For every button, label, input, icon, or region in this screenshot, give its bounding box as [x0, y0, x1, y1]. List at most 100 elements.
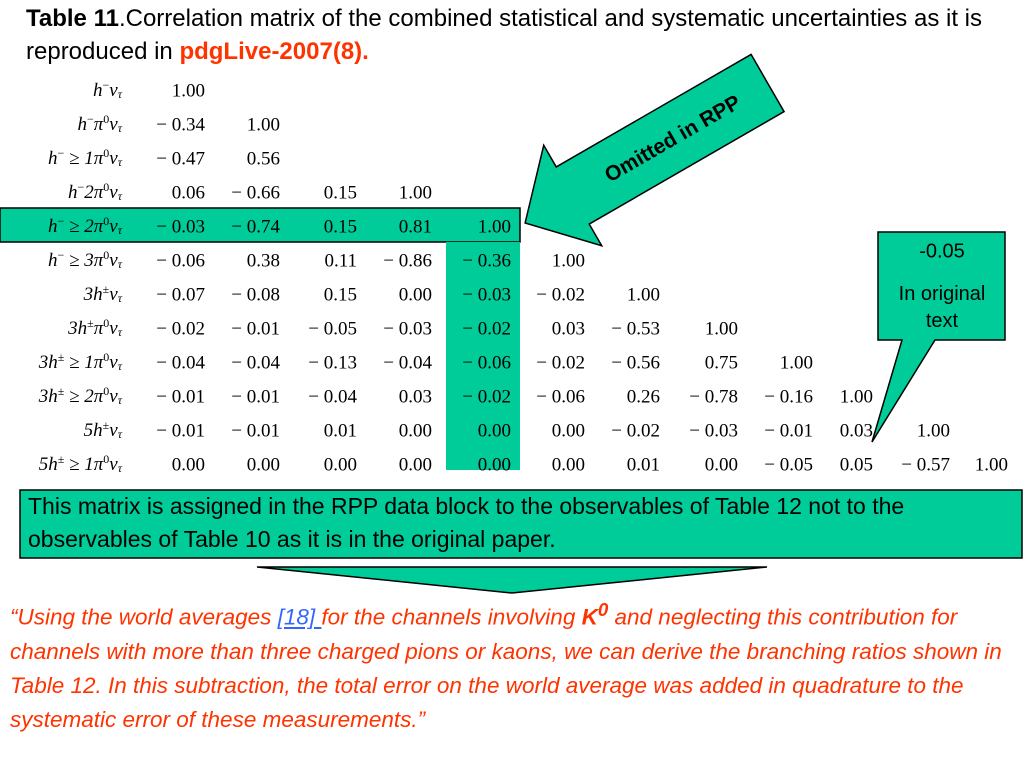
label-part: − — [58, 248, 65, 262]
row-label: h− ≥ 3π0ντ — [48, 248, 123, 271]
cell: 0.75 — [705, 352, 738, 373]
cell: − 0.04 — [308, 386, 357, 407]
cell: 1.00 — [840, 386, 873, 407]
label-part: ν — [109, 352, 118, 373]
cell: 0.00 — [478, 420, 511, 441]
arrow-shape — [524, 53, 786, 247]
label-part: h — [77, 114, 87, 135]
label-part: ± — [58, 350, 65, 364]
label-part: 5h — [84, 420, 103, 441]
down-arrow — [256, 566, 768, 594]
label-part: τ — [118, 291, 123, 305]
cell: − 0.04 — [383, 352, 432, 373]
cell: 0.38 — [247, 250, 280, 271]
omitted-arrow: Omitted in RPP — [524, 53, 786, 247]
label-part: τ — [118, 223, 123, 237]
label-part: h — [48, 216, 58, 237]
label-part: τ — [118, 155, 123, 169]
label-part: ± — [103, 418, 110, 432]
label-part: ν — [109, 216, 118, 237]
row-label: h−ντ — [93, 78, 123, 101]
label-part: ≥ 1π — [64, 148, 103, 169]
cell: 0.01 — [324, 420, 357, 441]
title-highlight: pdgLive-2007(8). — [179, 38, 369, 65]
cell: − 0.03 — [383, 318, 432, 339]
label-part: − — [102, 78, 109, 92]
cell: 1.00 — [917, 420, 950, 441]
cell: − 0.04 — [231, 352, 280, 373]
note: This matrix is assigned in the RPP data … — [28, 493, 905, 552]
title-label: Table 11 — [26, 5, 119, 32]
label-part: ν — [109, 114, 118, 135]
cell: 0.03 — [399, 386, 432, 407]
label-part: ν — [109, 386, 118, 407]
cell: − 0.06 — [536, 386, 585, 407]
label-part: − — [58, 146, 65, 160]
cell: − 0.13 — [308, 352, 357, 373]
label-part: τ — [118, 257, 123, 271]
cell: 0.00 — [705, 454, 738, 475]
cell: − 0.05 — [308, 318, 357, 339]
label-part: − — [87, 112, 94, 126]
label-part: τ — [118, 393, 123, 407]
label-part: 0 — [103, 248, 109, 262]
quote-text: for the channels involving — [321, 604, 582, 630]
reference-link[interactable]: [18] — [277, 604, 322, 630]
label-part: π — [94, 114, 104, 135]
label-part: τ — [118, 359, 123, 373]
label-part: ± — [58, 384, 65, 398]
cell: 1.00 — [247, 114, 280, 135]
table-canvas: Omitted in RPP -0.05 In original text h−… — [0, 53, 1023, 594]
cell: 0.56 — [247, 148, 280, 169]
original-callout — [871, 231, 1006, 443]
row-label: 5h±ντ — [84, 418, 123, 441]
cell: − 0.01 — [156, 420, 205, 441]
cell: 1.00 — [552, 250, 585, 271]
cell: 1.00 — [172, 80, 205, 101]
label-part: ≥ 1π — [64, 454, 103, 475]
cell: − 0.66 — [231, 182, 280, 203]
cell: − 0.01 — [156, 386, 205, 407]
original-note: In original text — [898, 283, 986, 332]
label-part: 0 — [103, 180, 109, 194]
label-part: π — [94, 318, 104, 339]
cell: 0.15 — [324, 284, 357, 305]
cell: 0.15 — [324, 216, 357, 237]
row-label: h−π0ντ — [77, 112, 122, 135]
label-part: ν — [109, 182, 118, 203]
cell: 1.00 — [975, 454, 1008, 475]
row-label: 3h±π0ντ — [67, 316, 123, 339]
cell: 0.01 — [627, 454, 660, 475]
cell: − 0.53 — [611, 318, 660, 339]
cell: 0.15 — [324, 182, 357, 203]
cell: 0.00 — [552, 420, 585, 441]
label-part: h — [93, 80, 103, 101]
cell: − 0.03 — [462, 284, 511, 305]
cell: 0.00 — [552, 454, 585, 475]
label-part: 0 — [103, 384, 109, 398]
quote-text: and neglecting this contribution for cha… — [10, 604, 1002, 732]
cell: 1.00 — [478, 216, 511, 237]
cell: − 0.01 — [231, 318, 280, 339]
cell: 1.00 — [705, 318, 738, 339]
label-part: 0 — [103, 146, 109, 160]
row-label: h−2π0ντ — [68, 180, 123, 203]
label-part: τ — [118, 461, 123, 475]
quote: “Using the world averages [18] for the c… — [10, 593, 1018, 737]
cell: 0.00 — [324, 454, 357, 475]
cell: − 0.07 — [156, 284, 205, 305]
label-part: ≥ 2π — [64, 386, 103, 407]
label-part: 5h — [39, 454, 58, 475]
row-label: 3h±ντ — [83, 282, 123, 305]
label-part: h — [48, 250, 58, 271]
row-label: 5h± ≥ 1π0ντ — [39, 452, 123, 475]
label-part: τ — [118, 87, 123, 101]
label-part: 0 — [103, 214, 109, 228]
cell: 0.11 — [324, 250, 357, 271]
label-part: ν — [109, 148, 118, 169]
label-part: ± — [103, 282, 110, 296]
cell: − 0.08 — [231, 284, 280, 305]
label-part: − — [58, 214, 65, 228]
cell: 0.00 — [399, 284, 432, 305]
